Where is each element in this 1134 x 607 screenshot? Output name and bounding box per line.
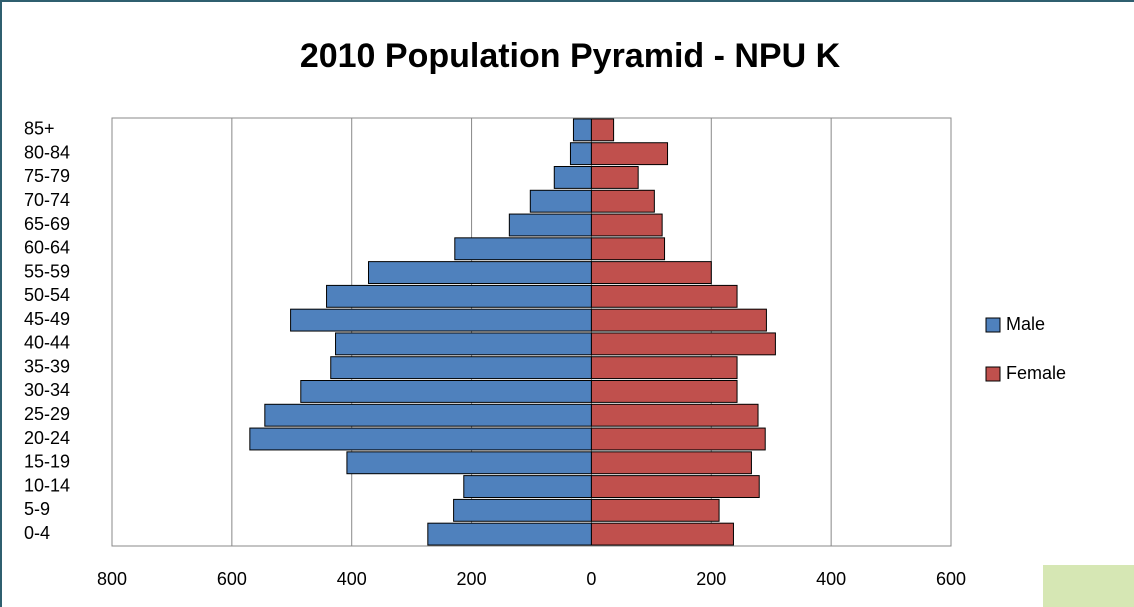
decoration — [1043, 565, 1134, 607]
bar — [590, 451, 752, 475]
legend-label: Male — [1006, 314, 1045, 334]
bar — [572, 118, 592, 142]
bar — [590, 403, 759, 427]
bar — [326, 284, 592, 308]
legend-label: Female — [1006, 363, 1066, 383]
y-tick-label: 70-74 — [24, 190, 70, 210]
plot-area — [111, 117, 952, 547]
bar — [590, 332, 776, 356]
x-tick-label: 600 — [217, 569, 247, 589]
y-tick-label: 30-34 — [24, 380, 70, 400]
y-tick-label: 10-14 — [24, 475, 70, 495]
bar — [290, 308, 592, 332]
legend-swatch — [985, 317, 1001, 333]
bar — [330, 356, 592, 380]
bar — [590, 166, 639, 189]
bar — [553, 166, 592, 189]
y-tick-label: 5-9 — [24, 499, 50, 519]
bar — [346, 451, 592, 475]
bar — [454, 237, 592, 261]
x-tick-label: 800 — [97, 569, 127, 589]
bar — [590, 237, 666, 261]
y-tick-label: 50-54 — [24, 285, 70, 305]
y-tick-label: 65-69 — [24, 214, 70, 234]
bar — [367, 261, 592, 284]
bar — [590, 356, 738, 380]
bar — [249, 427, 592, 451]
bar — [463, 475, 592, 498]
x-tick-label: 400 — [337, 569, 367, 589]
bar — [508, 213, 592, 237]
bar — [453, 498, 592, 522]
y-tick-label: 25-29 — [24, 404, 70, 424]
y-tick-label: 15-19 — [24, 452, 70, 472]
bar — [335, 332, 592, 356]
y-tick-label: 40-44 — [24, 333, 70, 353]
y-tick-label: 20-24 — [24, 428, 70, 448]
bar — [590, 522, 734, 546]
bar — [300, 380, 592, 403]
y-tick-label: 45-49 — [24, 309, 70, 329]
bar — [264, 403, 592, 427]
bar — [590, 213, 663, 237]
y-tick-label: 60-64 — [24, 238, 70, 258]
y-tick-label: 80-84 — [24, 142, 70, 162]
bar — [590, 308, 767, 332]
bar — [590, 498, 720, 522]
y-tick-label: 75-79 — [24, 166, 70, 186]
bar — [590, 284, 738, 308]
legend-swatch — [985, 366, 1001, 382]
bar — [590, 142, 669, 166]
bar — [427, 522, 592, 546]
y-tick-label: 85+ — [24, 119, 55, 139]
y-tick-label: 35-39 — [24, 356, 70, 376]
bar — [590, 189, 655, 213]
bar — [590, 261, 712, 284]
bar — [590, 118, 615, 142]
chart-title: 2010 Population Pyramid - NPU K — [300, 37, 841, 75]
x-tick-label: 0 — [586, 569, 596, 589]
bar — [529, 189, 592, 213]
bar — [590, 475, 760, 498]
bar — [569, 142, 592, 166]
x-tick-label: 200 — [457, 569, 487, 589]
bar — [590, 380, 738, 403]
y-tick-label: 0-4 — [24, 523, 50, 543]
y-tick-label: 55-59 — [24, 261, 70, 281]
x-tick-label: 600 — [936, 569, 966, 589]
bar — [590, 427, 766, 451]
x-tick-label: 400 — [816, 569, 846, 589]
x-tick-label: 200 — [696, 569, 726, 589]
